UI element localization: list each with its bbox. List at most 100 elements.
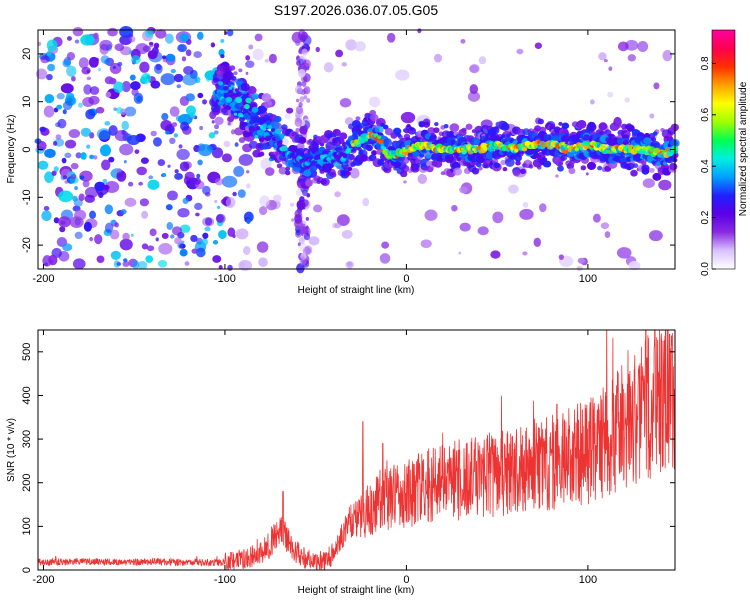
spectrogram-ridge-cell	[345, 148, 351, 154]
spectrogram-ridge-cell	[374, 125, 384, 134]
spectrogram-cell	[302, 199, 309, 207]
spectrogram-cell	[202, 99, 207, 105]
spectrogram-cell	[139, 198, 149, 207]
spectrogram-cell	[218, 265, 223, 270]
spectrogram-cell	[165, 204, 173, 211]
spectrogram-cell	[72, 195, 78, 202]
spectrogram-cell	[221, 175, 238, 188]
spectrogram-cell	[662, 49, 673, 62]
spectrogram-cell	[174, 173, 183, 180]
spectrogram-cell	[226, 29, 234, 37]
spectrogram-cell	[80, 127, 92, 137]
spectrogram-cell	[637, 41, 649, 53]
spectrogram-ridge-cell	[371, 150, 377, 156]
spectrogram-ridge-cell	[275, 136, 281, 142]
spectrogram-cell	[88, 56, 99, 68]
spectrogram-cell	[89, 154, 95, 160]
spectrogram-cell	[306, 98, 311, 103]
spectrogram-cell	[133, 92, 144, 104]
spectrogram-cell	[248, 44, 254, 50]
spectrogram-cell	[83, 221, 92, 232]
snr-axes: -200 -100 0 100 0 100 200 300 400 500	[21, 330, 675, 586]
spectrogram-ridge-cell	[230, 84, 234, 88]
spectrogram-ridge-cell	[233, 71, 238, 76]
spectrogram-cell	[303, 95, 308, 100]
spectrogram-cell	[196, 247, 206, 258]
spectrogram-ridge-cell	[228, 86, 233, 90]
spectrogram-cell	[519, 208, 534, 220]
spectrogram-cell	[296, 88, 301, 94]
spectrogram-ridge-cell	[557, 161, 564, 167]
spectrogram-ridge-cell	[225, 93, 229, 97]
spectrogram-cell	[658, 179, 672, 191]
spectrogram-cell	[119, 35, 133, 46]
spectrogram-cell	[85, 109, 96, 120]
spectrogram-cell	[48, 254, 58, 266]
spectrogram-ridge-cell	[652, 131, 658, 136]
spectrogram-cell	[88, 95, 100, 105]
spectrogram-cell	[204, 217, 213, 226]
spectrogram-ridge-cell	[240, 82, 250, 92]
spectrogram-cell	[354, 41, 366, 52]
spectrogram-ridge-cell	[586, 161, 597, 170]
spectrogram-ridge-cell	[444, 154, 455, 164]
spectrogram-cell	[336, 214, 350, 226]
spectrogram-cell	[210, 42, 216, 48]
spectrogram-cell	[555, 174, 559, 178]
snr-y-tick-label: 400	[21, 386, 33, 404]
spectrogram-cell	[114, 130, 129, 142]
spectrogram-cell	[96, 255, 105, 263]
spectrogram-cell	[341, 229, 353, 239]
spectrogram-cell	[98, 68, 101, 72]
spectrogram-cell	[607, 91, 614, 98]
spectrogram-cell	[176, 148, 190, 160]
spectrogram-x-tick-label: 100	[579, 273, 597, 285]
spectrogram-cell	[184, 171, 195, 181]
spectrogram-cell	[323, 62, 334, 73]
spectrogram-ridge-cell	[242, 108, 248, 113]
spectrogram-cell	[191, 248, 198, 254]
spectrogram-cell	[169, 137, 176, 145]
spectrogram-ridge-cell	[473, 138, 481, 145]
spectrogram-cell	[490, 250, 501, 259]
spectrogram-ridge-cell	[297, 150, 305, 157]
spectrogram-ridge-cell	[619, 156, 626, 163]
spectrogram-ridge-cell	[568, 167, 576, 174]
spectrogram-ridge-cell	[218, 81, 224, 86]
spectrogram-cell	[284, 113, 291, 119]
spectrogram-cell	[246, 183, 251, 189]
spectrogram-cell	[78, 193, 85, 201]
spectrogram-cell	[114, 222, 119, 228]
spectrogram-cell	[105, 91, 112, 98]
spectrogram-ridge-cell	[285, 166, 291, 171]
spectrogram-ridge-cell	[239, 121, 245, 126]
spectrogram-cell	[458, 251, 462, 255]
spectrogram-ridge-cell	[536, 165, 542, 170]
spectrogram-ridge-cell	[257, 143, 263, 149]
spectrogram-cell	[232, 234, 236, 239]
spectrogram-cell	[227, 122, 231, 126]
spectrogram-cell	[183, 66, 194, 75]
spectrogram-ridge-cell	[409, 127, 414, 132]
spectrogram-cell	[451, 204, 458, 212]
spectrogram-cell	[213, 130, 219, 135]
spectrogram-cell	[335, 49, 344, 58]
spectrogram-cell	[182, 197, 189, 205]
spectrogram-cell	[55, 134, 62, 140]
spectrogram-cell	[243, 246, 251, 255]
snr-y-tick-label: 100	[21, 517, 33, 535]
spectrogram-cell	[303, 250, 307, 255]
spectrogram-ridge-cell	[397, 134, 403, 140]
spectrogram-cell	[260, 158, 272, 170]
spectrogram-cell	[334, 191, 341, 198]
spectrogram-cell	[341, 62, 347, 67]
spectrogram-cell	[400, 111, 416, 124]
spectrogram-cell	[72, 26, 84, 37]
spectrogram-ridge-cell	[261, 93, 272, 102]
spectrogram-ridge-cell	[528, 164, 534, 169]
spectrogram-ridge-cell	[339, 132, 348, 140]
spectrogram-cell	[173, 133, 179, 138]
spectrogram-ridge-cell	[401, 164, 410, 173]
spectrogram-cell	[185, 93, 196, 102]
